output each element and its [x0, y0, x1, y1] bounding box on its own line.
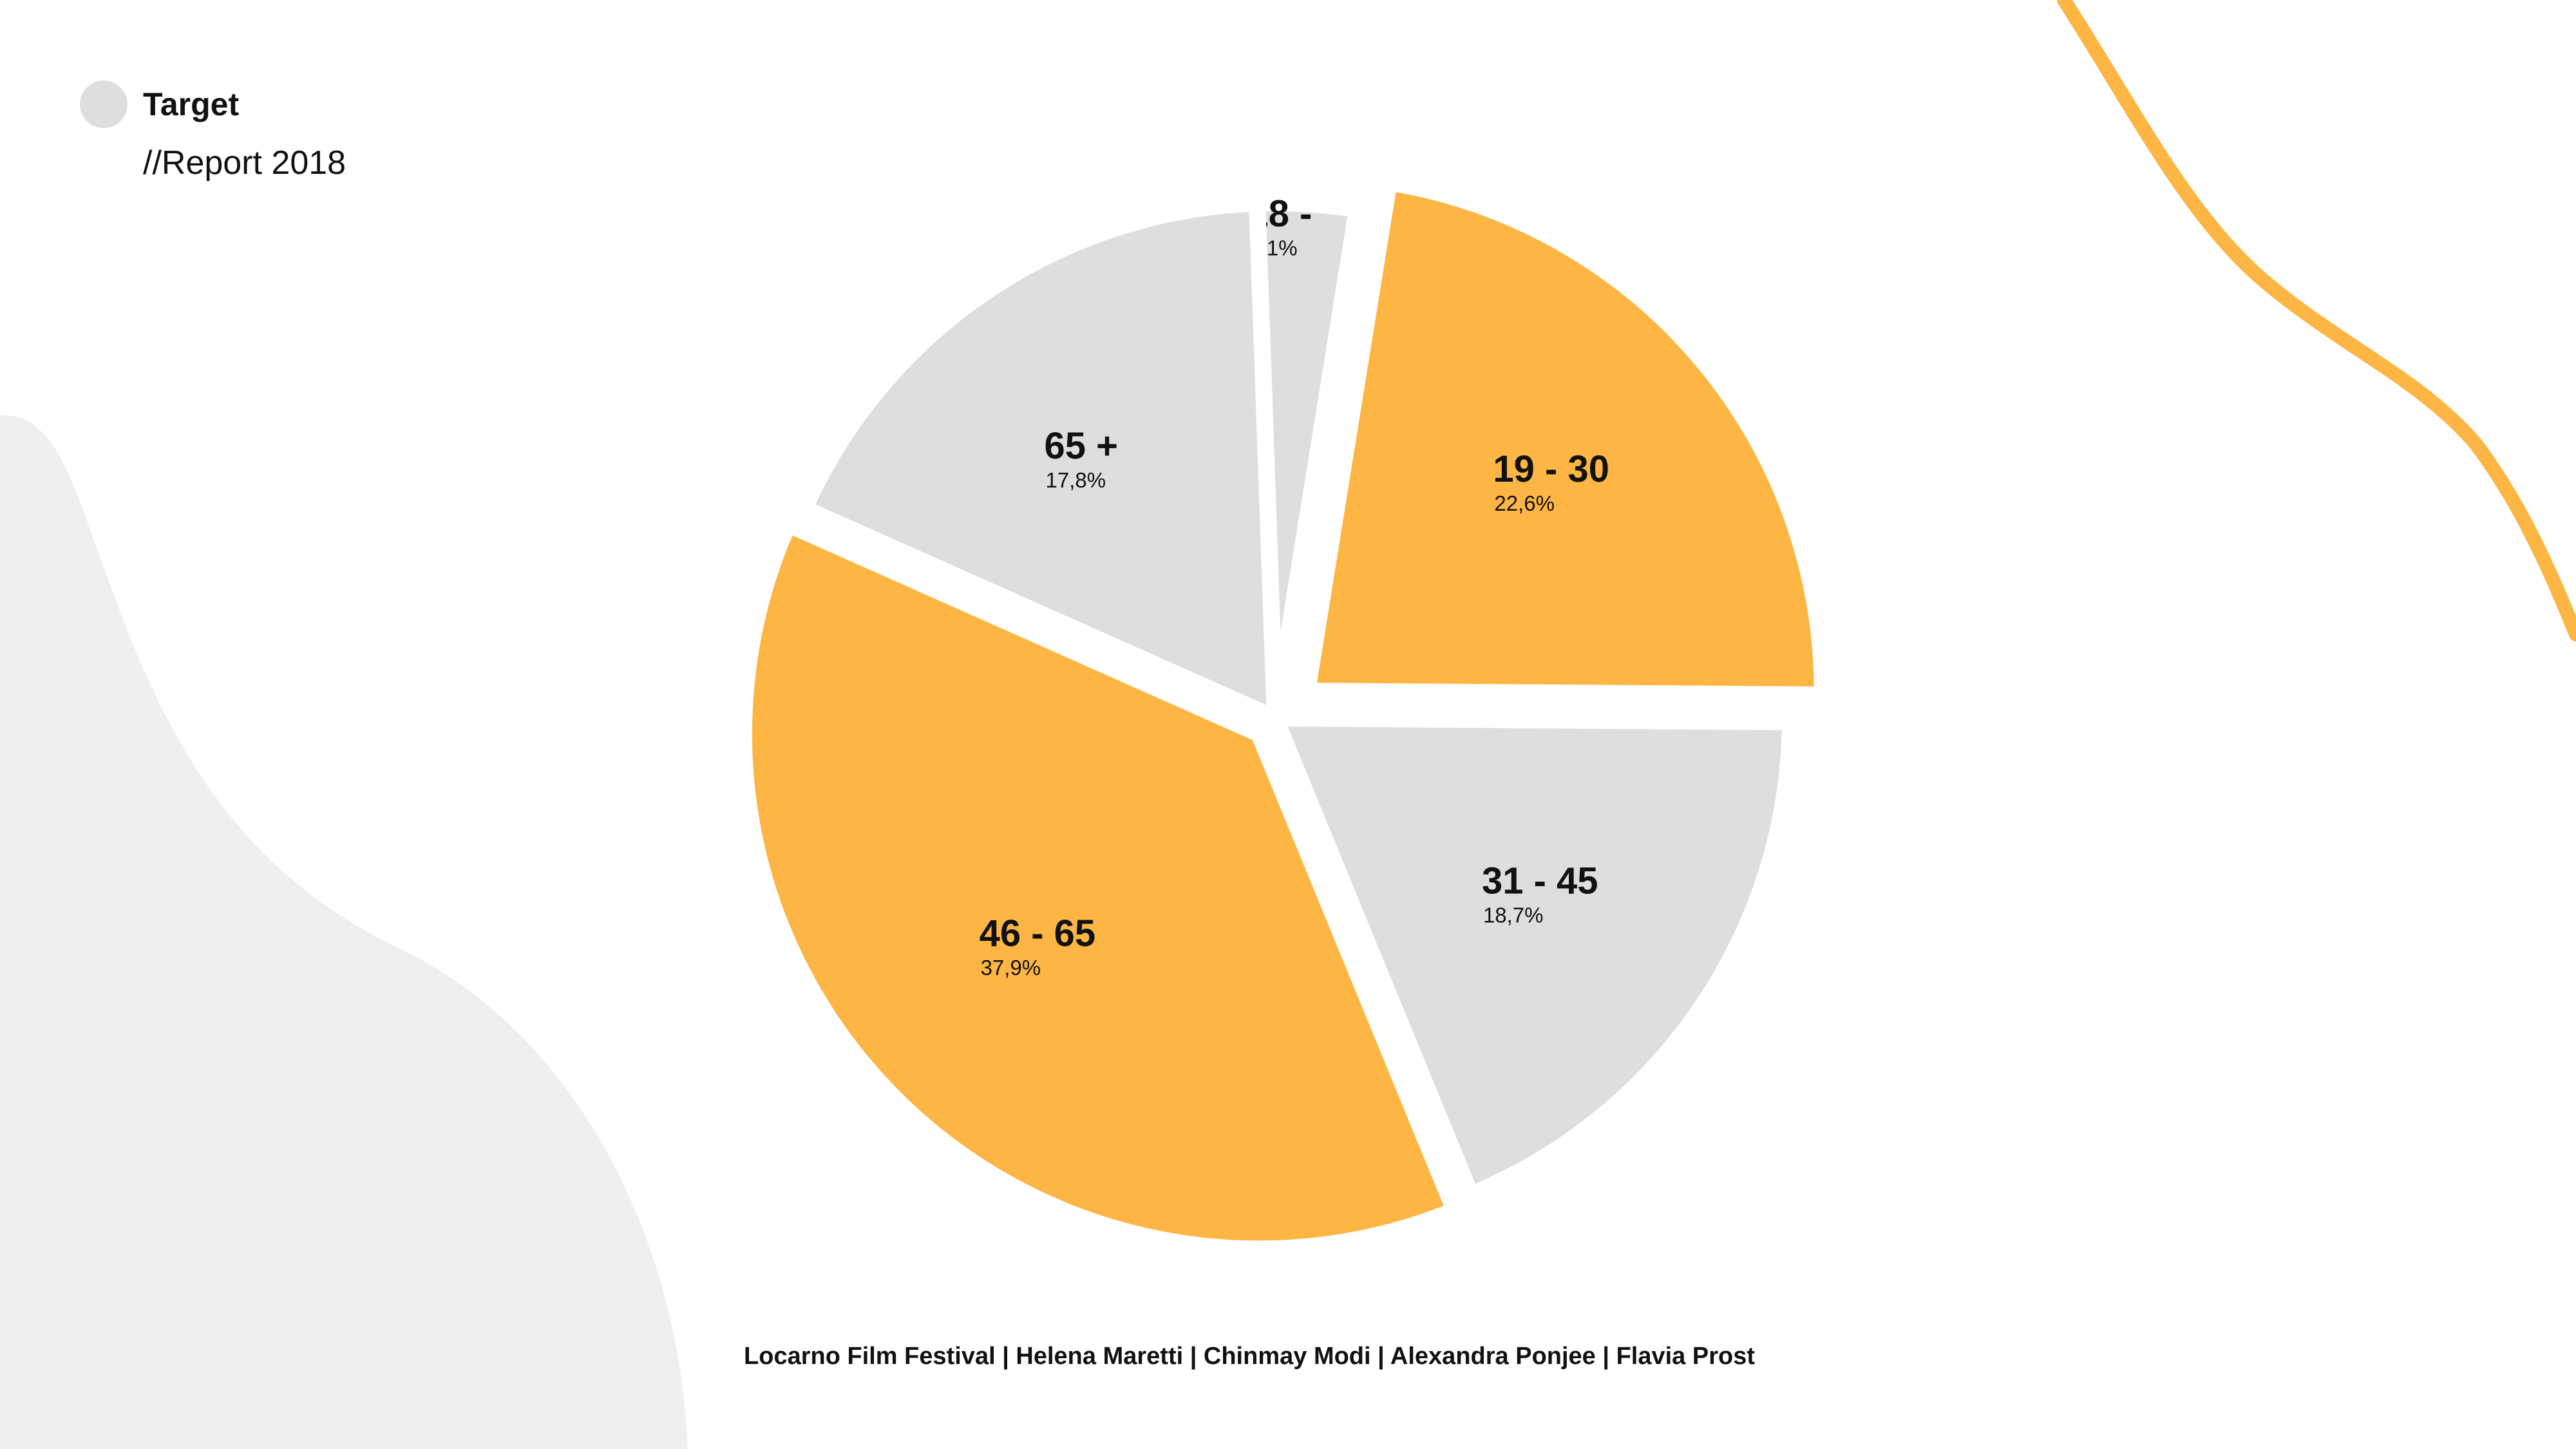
header-dot-icon — [80, 80, 128, 128]
slice-label: 19 - 30 — [1493, 448, 1609, 490]
slice-percentage: 37,9% — [981, 956, 1041, 980]
slice-percentage: 17,8% — [1046, 468, 1106, 492]
pie-slice-3 — [1262, 709, 1799, 1206]
page-subtitle: //Report 2018 — [143, 144, 346, 182]
decorative-curve — [2057, 0, 2576, 641]
pie-slice-5 — [793, 194, 1284, 732]
slice-label: 46 - 65 — [980, 913, 1096, 954]
slice-percentage: 22,6% — [1494, 491, 1555, 515]
page-title: Target — [143, 86, 240, 122]
pie-slice-4 — [735, 513, 1466, 1258]
slice-percentage: 18,7% — [1483, 904, 1544, 927]
pie-slice-2 — [1297, 173, 1831, 704]
background-shape — [0, 415, 688, 1449]
slice-label: 65 + — [1045, 425, 1119, 467]
slice-label: 31 - 45 — [1482, 860, 1598, 902]
footer-credits: Locarno Film Festival | Helena Maretti |… — [744, 1343, 1755, 1370]
